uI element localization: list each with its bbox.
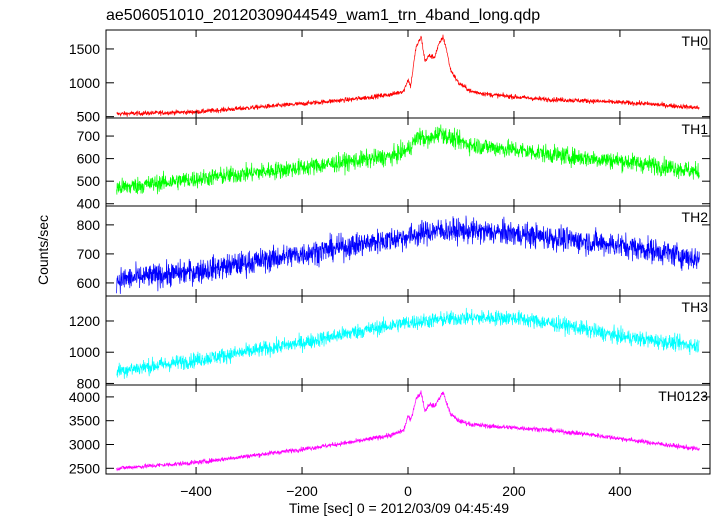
panel-th2: 600 700 800 TH2 <box>77 205 711 297</box>
panel-frame <box>105 117 711 207</box>
y-tick-label: 400 <box>77 196 101 212</box>
x-axis: −400 −200 0 200 400 <box>180 483 632 499</box>
panel-th0123: 2500 3000 3500 4000 TH0123 <box>69 384 711 476</box>
panel-th3: 800 1000 1200 TH3 <box>69 295 711 391</box>
y-tick-label: 1500 <box>69 41 100 57</box>
y-tick-label: 500 <box>77 173 101 189</box>
x-tick-label: −400 <box>180 483 212 499</box>
panel-frame <box>105 384 711 475</box>
y-tick-label: 3500 <box>69 413 100 429</box>
y-tick-label: 800 <box>77 217 101 233</box>
y-tick-label: 1200 <box>69 313 100 329</box>
y-tick-label: 800 <box>77 375 101 391</box>
y-axis-label: Counts/sec <box>35 215 51 285</box>
y-tick-label: 1000 <box>69 75 100 91</box>
y-tick-label: 500 <box>77 109 101 125</box>
x-tick-label: 200 <box>502 483 526 499</box>
x-tick-label: 0 <box>404 483 412 499</box>
series-line-th0 <box>116 34 700 117</box>
panels-group: 500 1000 1500 TH0 400 500 600 700 TH1 600 700 800 TH… <box>69 29 711 476</box>
x-tick-label: −200 <box>286 483 318 499</box>
y-tick-label: 2500 <box>69 460 100 476</box>
panel-frame <box>105 295 711 386</box>
y-tick-label: 600 <box>77 275 101 291</box>
x-tick-label: 400 <box>608 483 632 499</box>
y-tick-label: 3000 <box>69 436 100 452</box>
series-line-th2 <box>116 215 700 294</box>
panel-label: TH0 <box>682 33 709 49</box>
series-line-th0123 <box>116 390 700 472</box>
y-tick-label: 700 <box>77 246 101 262</box>
chart-title: ae506051010_20120309044549_wam1_trn_4ban… <box>106 7 540 24</box>
series-line-th1 <box>116 124 700 195</box>
y-tick-label: 1000 <box>69 344 100 360</box>
x-axis-label: Time [sec] 0 = 2012/03/09 04:45:49 <box>289 500 509 516</box>
panel-label: TH0123 <box>658 388 708 404</box>
panel-th0: 500 1000 1500 TH0 <box>69 29 711 125</box>
panel-label: TH1 <box>682 121 709 137</box>
y-tick-label: 700 <box>77 128 101 144</box>
panel-frame <box>105 29 711 119</box>
y-tick-label: 4000 <box>69 389 100 405</box>
panel-label: TH3 <box>682 299 709 315</box>
panel-th1: 400 500 600 700 TH1 <box>77 117 711 212</box>
panel-label: TH2 <box>682 209 709 225</box>
y-tick-label: 600 <box>77 151 101 167</box>
series-line-th3 <box>116 307 700 379</box>
